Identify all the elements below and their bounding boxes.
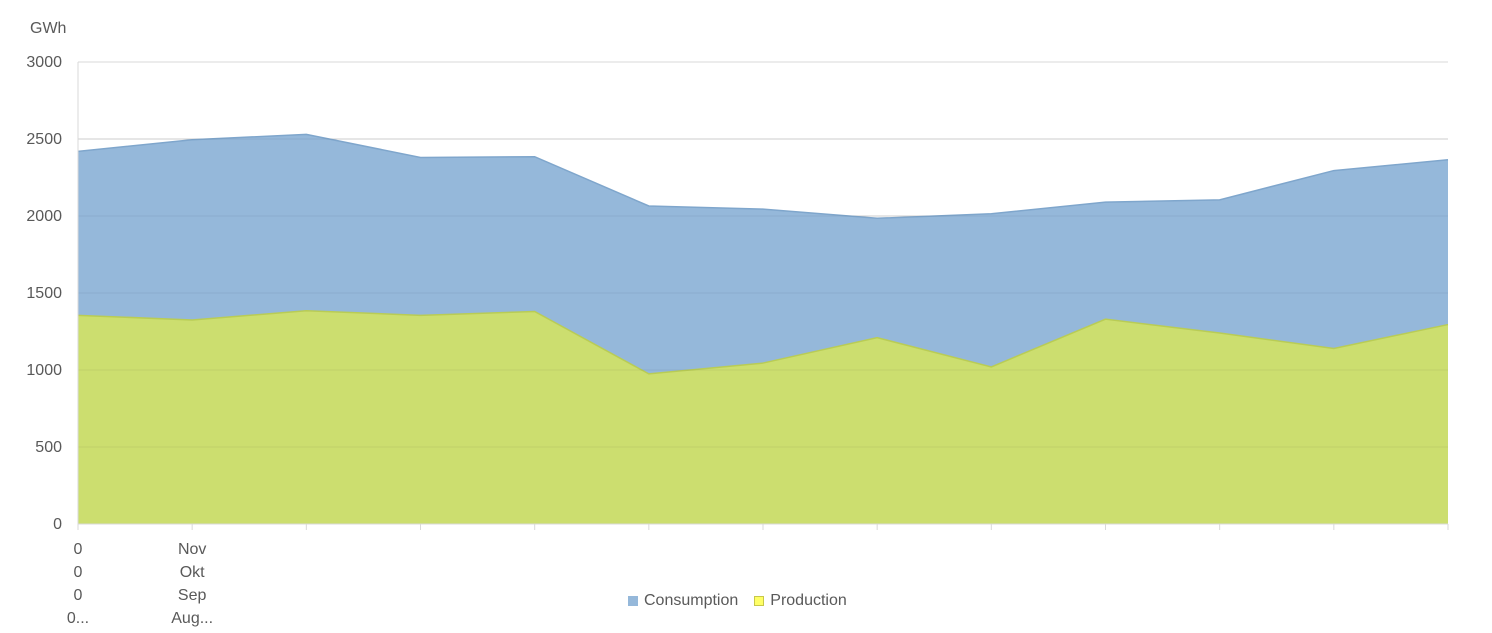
area-production	[78, 310, 1448, 524]
x-tick-label-0-3: 0...	[67, 610, 89, 627]
area-edge-consumption	[77, 133, 1449, 220]
x-tick-label-0-1: 0	[74, 564, 83, 581]
legend-swatch-consumption	[628, 596, 638, 606]
legend-item-consumption: Consumption	[628, 592, 738, 610]
legend: Consumption Production	[628, 592, 863, 610]
x-tick-label-0-2: 0	[74, 587, 83, 604]
y-tick-label-1500: 1500	[26, 285, 62, 302]
y-tick-label-0: 0	[53, 516, 62, 533]
legend-item-production: Production	[754, 592, 847, 610]
x-tick-label-0-0: 0	[74, 541, 83, 558]
x-tick-label-1-1: Okt	[180, 564, 205, 581]
y-tick-label-3000: 3000	[26, 54, 62, 71]
x-tick-label-1-3: Aug...	[171, 610, 213, 627]
legend-label-consumption: Consumption	[644, 592, 739, 609]
y-axis-unit-label: GWh	[30, 20, 67, 37]
area-edge-production	[77, 309, 1449, 375]
axis-layer: 0500100015002000250030000000...NovOktSep…	[26, 54, 1449, 627]
y-tick-label-2500: 2500	[26, 131, 62, 148]
area-layer	[77, 133, 1449, 524]
x-tick-label-1-0: Nov	[178, 541, 206, 558]
y-tick-label-500: 500	[35, 439, 62, 456]
x-tick-label-1-2: Sep	[178, 587, 207, 604]
legend-label-production: Production	[770, 592, 847, 609]
legend-swatch-production	[754, 596, 765, 606]
y-tick-label-1000: 1000	[26, 362, 62, 379]
y-tick-label-2000: 2000	[26, 208, 62, 225]
